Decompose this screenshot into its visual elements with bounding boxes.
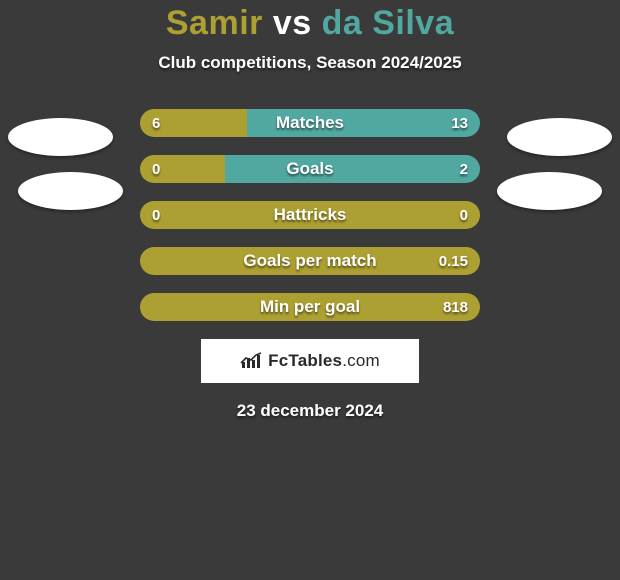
source-brand: FcTables.com bbox=[268, 351, 380, 371]
bar-track bbox=[140, 247, 480, 275]
bar-left-fill bbox=[140, 201, 480, 229]
bar-chart-icon bbox=[240, 352, 262, 370]
bar-left-fill bbox=[140, 109, 247, 137]
bar-left-fill bbox=[140, 247, 480, 275]
title-vs: vs bbox=[273, 4, 312, 42]
subtitle: Club competitions, Season 2024/2025 bbox=[0, 53, 620, 73]
bar-row: 0 0 Hattricks bbox=[0, 201, 620, 229]
bar-left-fill bbox=[140, 155, 225, 183]
title-right: da Silva bbox=[322, 4, 455, 42]
bar-right-fill bbox=[225, 155, 480, 183]
bar-row: 818 Min per goal bbox=[0, 293, 620, 321]
title-left: Samir bbox=[166, 4, 263, 42]
bar-track bbox=[140, 201, 480, 229]
bar-left-fill bbox=[140, 293, 480, 321]
snapshot-date: 23 december 2024 bbox=[0, 401, 620, 421]
source-brand-bold: FcTables bbox=[268, 351, 342, 370]
comparison-infographic: Samir vs da Silva Club competitions, Sea… bbox=[0, 0, 620, 580]
source-brand-light: .com bbox=[342, 351, 380, 370]
bar-row: 6 13 Matches bbox=[0, 109, 620, 137]
source-badge: FcTables.com bbox=[201, 339, 419, 383]
page-title: Samir vs da Silva bbox=[0, 0, 620, 43]
bar-track bbox=[140, 155, 480, 183]
bar-row: 0 2 Goals bbox=[0, 155, 620, 183]
bar-right-fill bbox=[247, 109, 480, 137]
bar-row: 0.15 Goals per match bbox=[0, 247, 620, 275]
bar-track bbox=[140, 293, 480, 321]
bar-track bbox=[140, 109, 480, 137]
